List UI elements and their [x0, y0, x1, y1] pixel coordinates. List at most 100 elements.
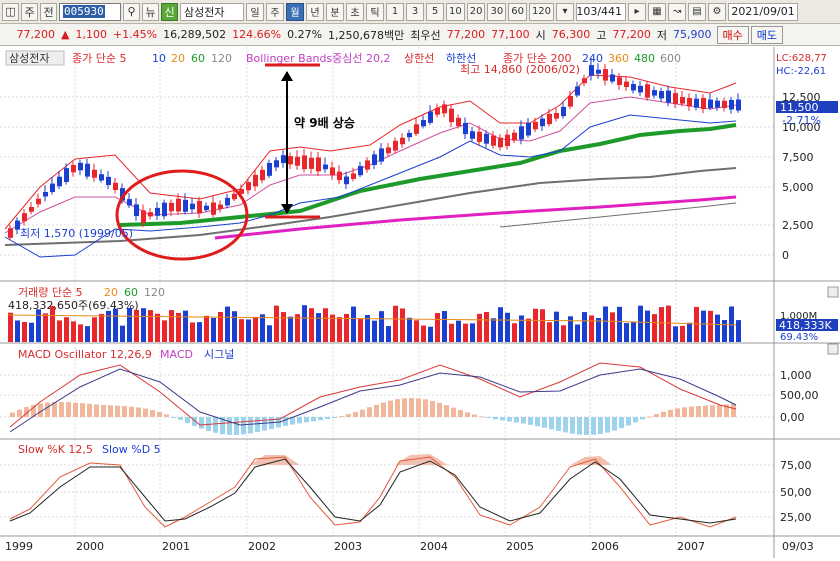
interval-5[interactable]: 5	[426, 2, 444, 21]
best-ask: 77,200	[446, 28, 486, 41]
market-type-select[interactable]: 주	[21, 2, 38, 21]
macd-bar	[38, 403, 43, 417]
candle	[652, 90, 657, 96]
macd-bar	[143, 408, 148, 417]
volume-bar	[680, 325, 685, 342]
legend-bb-lower: 하한선	[446, 51, 476, 65]
volume-bar	[99, 313, 104, 342]
current-pct-label: -2.71%	[782, 114, 821, 127]
volume-bar	[729, 306, 734, 342]
macd-bar	[164, 414, 169, 417]
dropdown-icon[interactable]: ▾	[556, 2, 575, 21]
macd-bar	[640, 417, 645, 420]
low-price: 75,900	[673, 28, 712, 41]
interval-30[interactable]: 30	[487, 2, 507, 21]
candle	[393, 140, 398, 151]
current-price-label: 11,500	[780, 101, 819, 114]
high-label: 고	[596, 28, 607, 42]
volume-tick: 1,000M	[780, 311, 817, 322]
macd-bar	[178, 417, 183, 420]
candle	[575, 86, 580, 96]
interval-1[interactable]: 1	[386, 2, 404, 21]
chart-svg[interactable]: 삼성전자 종가 단순 5 10 20 60 120 Bollinger Band…	[0, 47, 840, 558]
volume-bar	[652, 314, 657, 342]
draw-icon[interactable]: ↝	[668, 2, 687, 21]
volume-bar	[239, 319, 244, 342]
period-tick[interactable]: 틱	[366, 2, 384, 21]
macd-bar	[129, 406, 134, 417]
macd-histogram	[10, 398, 736, 435]
period-month[interactable]: 월	[286, 2, 304, 21]
macd-bar	[647, 416, 652, 418]
svg-text:2002: 2002	[248, 540, 276, 553]
volume-bar	[386, 326, 391, 342]
bollinger-mid	[4, 96, 737, 234]
svg-text:09/03: 09/03	[782, 540, 814, 553]
search-icon[interactable]: ⚲	[123, 2, 140, 21]
time-axis: 1999 2000 2001 2002 2003 2004 2005 2006 …	[5, 540, 814, 553]
sell-button[interactable]: 매도	[750, 25, 784, 44]
volume-bar	[183, 310, 188, 342]
candle	[512, 132, 517, 141]
period-second[interactable]: 초	[346, 2, 364, 21]
macd-bar	[430, 400, 435, 417]
buy-button[interactable]: 매수	[716, 25, 749, 44]
macd-bar	[367, 407, 372, 417]
candle	[71, 165, 76, 173]
candle	[729, 99, 734, 110]
low-note: 최저 1,570 (1999/05)	[20, 227, 133, 240]
interval-3[interactable]: 3	[406, 2, 424, 21]
candle	[260, 169, 265, 181]
volume-bar	[708, 310, 713, 342]
macd-bar	[563, 417, 568, 433]
macd-bar	[332, 417, 337, 418]
macd-bar	[584, 417, 589, 435]
period-week[interactable]: 주	[266, 2, 284, 21]
svg-text:1999: 1999	[5, 540, 33, 553]
news-button[interactable]: 뉴	[142, 2, 159, 21]
grid-icon[interactable]: ▦	[648, 2, 667, 21]
interval-120[interactable]: 120	[528, 2, 555, 21]
candle	[400, 137, 405, 145]
search-scope-select[interactable]: 전	[40, 2, 57, 21]
candle	[386, 147, 391, 154]
period-minute[interactable]: 분	[326, 2, 344, 21]
menu-icon[interactable]: ◫	[2, 2, 19, 21]
gear-icon[interactable]: ⚙	[708, 2, 727, 21]
candle	[78, 162, 83, 171]
volume-bar	[141, 308, 146, 342]
svg-text:12,500: 12,500	[782, 91, 821, 104]
volume-bar	[295, 314, 300, 342]
volume-bar	[267, 325, 272, 342]
interval-60[interactable]: 60	[508, 2, 527, 21]
macd-bar	[451, 407, 456, 417]
next-icon[interactable]: ▸	[628, 2, 647, 21]
volume-bar	[36, 309, 41, 342]
credit-badge[interactable]: 신	[161, 2, 178, 21]
macd-bar	[612, 417, 617, 431]
candle	[211, 202, 216, 215]
date-field[interactable]: 2021/09/01	[728, 2, 799, 21]
volume-bar	[204, 315, 209, 342]
svg-text:5,000: 5,000	[782, 181, 814, 194]
volume-bar	[260, 314, 265, 342]
panel-scroll-icon[interactable]	[827, 286, 839, 298]
interval-20[interactable]: 20	[466, 2, 486, 21]
high-price: 77,200	[612, 28, 651, 41]
candle	[526, 122, 531, 136]
interval-10[interactable]: 10	[446, 2, 465, 21]
period-year[interactable]: 년	[306, 2, 324, 21]
candle	[99, 174, 104, 181]
ma-long-magenta	[214, 195, 737, 240]
save-icon[interactable]: ▤	[688, 2, 707, 21]
hc-label: HC:-22,61	[776, 66, 826, 77]
annotation-arrow-up-icon	[281, 71, 293, 81]
low-label: 저	[656, 28, 668, 42]
candle	[148, 212, 153, 217]
candle	[484, 133, 489, 144]
panel-scroll-icon-2[interactable]	[827, 343, 839, 355]
legend-stock-name: 삼성전자	[9, 52, 49, 65]
chart-area[interactable]: 삼성전자 종가 단순 5 10 20 60 120 Bollinger Band…	[0, 47, 840, 558]
period-day[interactable]: 일	[246, 2, 264, 21]
stock-code-input[interactable]: 005930	[59, 2, 121, 21]
